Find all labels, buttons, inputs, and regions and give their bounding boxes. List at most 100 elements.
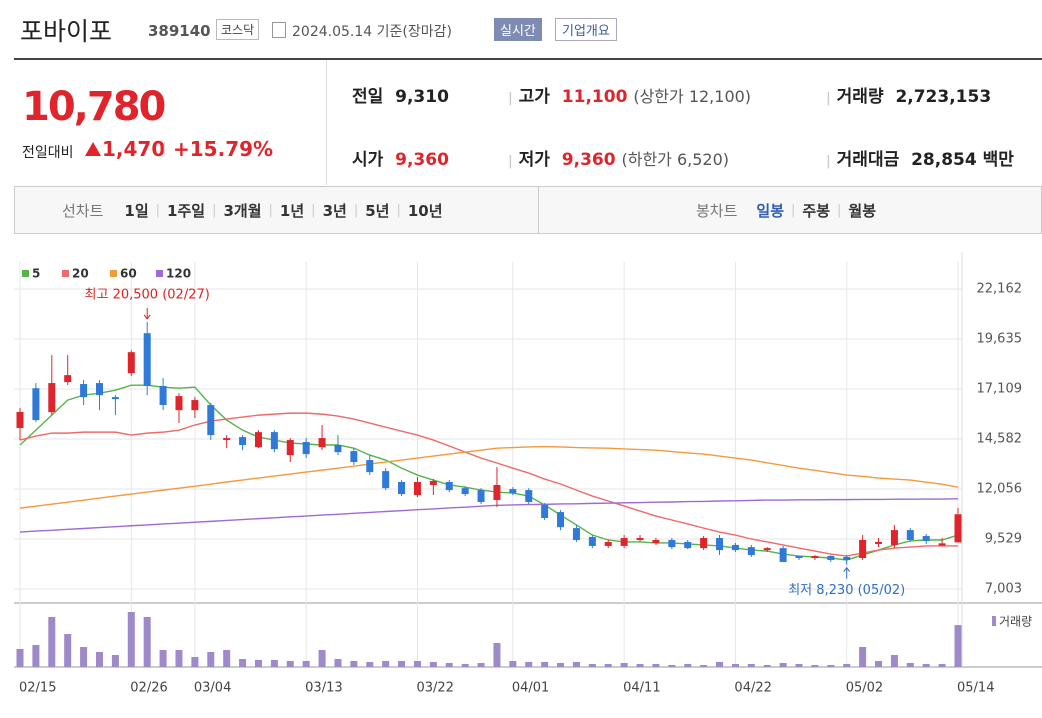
volume-bar <box>493 643 501 667</box>
volume-bar <box>95 652 103 667</box>
volume-bar <box>366 662 374 667</box>
candle-body <box>382 471 390 489</box>
tab[interactable]: 1년 <box>279 202 305 220</box>
candle-body <box>16 411 24 428</box>
candle-body <box>859 539 867 558</box>
candle-body <box>668 539 676 548</box>
candle-body <box>604 541 612 546</box>
candle-body <box>461 488 469 495</box>
candle-body <box>509 489 517 494</box>
volume-bar <box>286 661 294 667</box>
volume-bar <box>938 664 946 667</box>
candle-body <box>239 437 247 445</box>
legend-swatch <box>110 270 117 277</box>
candle-body <box>366 460 374 473</box>
x-tick-label: 05/02 <box>846 681 883 696</box>
tab[interactable]: 5년 <box>365 202 390 220</box>
candle-body <box>843 557 851 560</box>
volume-bar <box>795 664 803 667</box>
sep: | <box>791 203 796 218</box>
annotation-arrow <box>143 314 151 320</box>
market-badge: 코스닥 <box>216 19 260 40</box>
stat-label: 저가 <box>518 150 550 170</box>
tab-label: 선차트 <box>62 202 104 220</box>
x-tick-label: 03/04 <box>194 681 231 696</box>
x-tick-label: 04/11 <box>623 681 660 696</box>
stat-label: 고가 <box>518 87 550 107</box>
stat-value: 11,100 <box>561 87 628 107</box>
stat-label: 시가 <box>352 150 384 170</box>
volume-bar <box>223 650 231 667</box>
annotation-high: 최고 20,500 (02/27) <box>85 287 210 302</box>
candle-body <box>731 544 739 551</box>
y-tick-label: 17,109 <box>977 382 1023 397</box>
candle-body <box>700 538 708 549</box>
company-button[interactable]: 기업개요 <box>555 18 617 41</box>
volume-bar <box>398 661 406 667</box>
volume-bar <box>668 665 676 667</box>
legend-swatch <box>156 270 163 277</box>
sep: | <box>268 203 273 218</box>
stat-note: (상한가 12,100) <box>633 87 752 106</box>
stat-value: 28,854 <box>911 150 977 170</box>
volume-bar <box>541 662 549 667</box>
candle-body <box>175 396 183 411</box>
stat-unit: 백만 <box>982 150 1014 170</box>
candle-body <box>954 514 962 543</box>
ma-line <box>19 445 959 509</box>
candle-body <box>875 541 883 544</box>
tab[interactable]: 10년 <box>407 202 443 220</box>
candle-body <box>827 556 835 560</box>
candle-body <box>922 536 930 541</box>
candle-body <box>938 543 946 546</box>
volume-bar <box>48 617 56 667</box>
candle-body <box>254 432 262 448</box>
volume-bar <box>684 664 692 667</box>
tab[interactable]: 1주일 <box>167 202 206 220</box>
volume-bar <box>747 664 755 667</box>
tab[interactable]: 일봉 <box>756 202 785 220</box>
stat-note: (하한가 6,520) <box>621 150 730 169</box>
volume-bar <box>350 661 358 667</box>
volume-bar <box>32 645 40 667</box>
candle-body <box>795 556 803 558</box>
x-tick-label: 02/26 <box>130 681 167 696</box>
chart: 7,003 9,529 12,056 14,582 17,109 19,635 22,162… <box>14 252 1042 696</box>
y-tick-label: 19,635 <box>977 332 1023 347</box>
volume-label: 거래량 <box>999 615 1032 629</box>
candle-body <box>620 538 628 546</box>
tab-label: 봉차트 <box>696 202 738 220</box>
volume-bar <box>922 664 930 667</box>
candle-body <box>716 538 724 551</box>
current-price: 10,780 <box>22 84 166 130</box>
volume-bar <box>270 660 278 667</box>
x-tick-label: 03/22 <box>416 681 453 696</box>
stat-label: 전일 <box>352 87 384 107</box>
volume-bar <box>461 664 469 667</box>
tab[interactable]: 1일 <box>124 202 149 220</box>
tab[interactable]: 3년 <box>322 202 347 220</box>
candle-body <box>652 539 660 543</box>
volume-bar <box>143 617 151 667</box>
y-tick-label: 9,529 <box>985 532 1022 547</box>
volume-bar <box>191 657 199 667</box>
sep: | <box>311 203 316 218</box>
calendar-icon <box>272 22 286 38</box>
x-tick-label: 04/22 <box>734 681 771 696</box>
tab[interactable]: 월봉 <box>848 202 877 220</box>
tab[interactable]: 주봉 <box>802 202 831 220</box>
volume-bar <box>413 661 421 667</box>
volume-bar <box>254 660 262 667</box>
volume-bar <box>207 652 215 667</box>
candle-body <box>636 538 644 540</box>
legend-label: 120 <box>166 267 191 281</box>
sep: | <box>212 203 217 218</box>
y-tick-label: 22,162 <box>977 282 1023 297</box>
legend-swatch <box>992 616 996 626</box>
ma-line <box>19 412 958 557</box>
candle-body <box>334 444 342 453</box>
realtime-button[interactable]: 실시간 <box>494 18 542 41</box>
sep: | <box>353 203 359 218</box>
legend-swatch <box>22 270 29 277</box>
tab[interactable]: 3개월 <box>223 202 262 220</box>
